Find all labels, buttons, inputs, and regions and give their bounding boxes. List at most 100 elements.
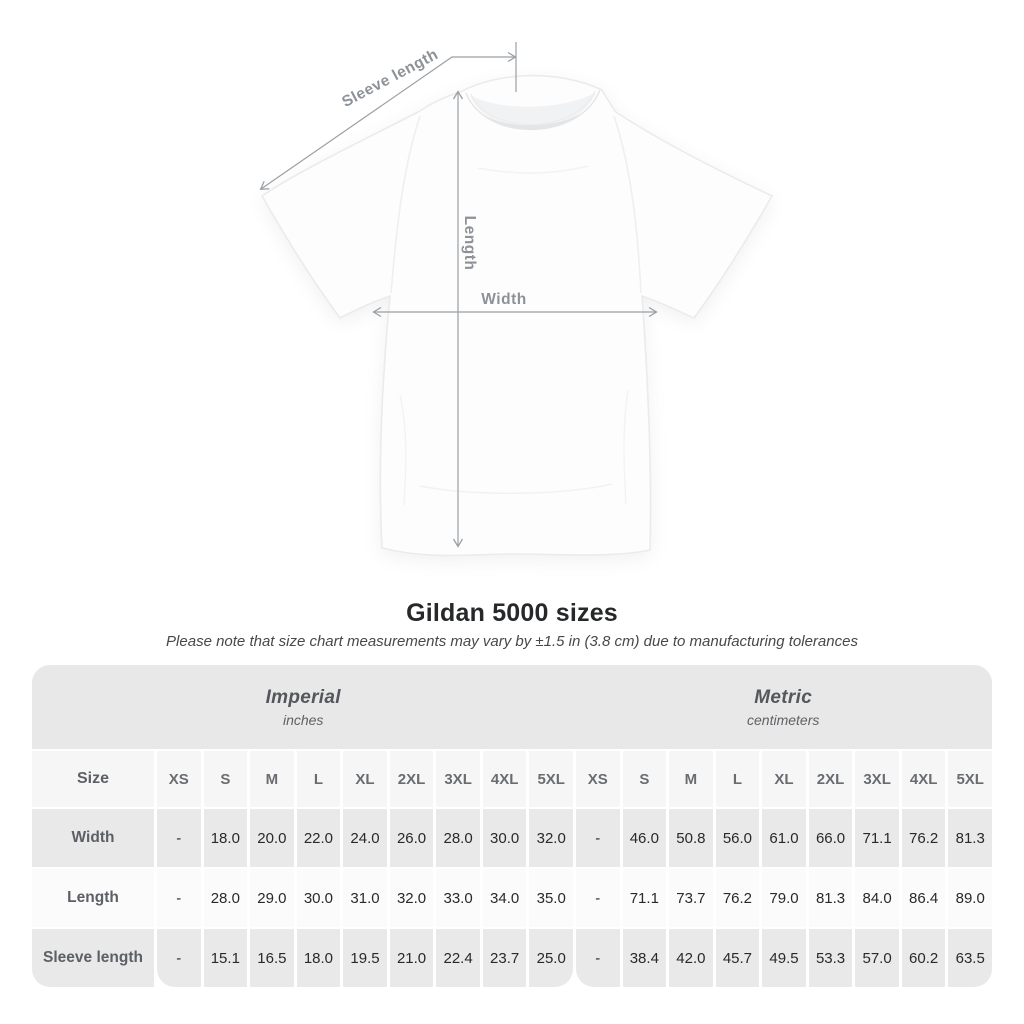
- wrinkle: [419, 483, 613, 495]
- imperial-unit-label: inches: [282, 711, 324, 728]
- size-column-header: XL: [762, 751, 806, 807]
- length-imperial-value: 35.0: [529, 869, 573, 927]
- unit-group-metric: Metric centimeters: [574, 665, 992, 749]
- size-column-header: 2XL: [389, 751, 434, 807]
- tshirt-body: [260, 74, 774, 557]
- width-metric-value: 81.3: [948, 809, 992, 867]
- length-imperial-value: 29.0: [250, 869, 294, 927]
- size-column-header: 5XL: [948, 751, 992, 807]
- sleeve-length-arrow: [259, 51, 517, 191]
- table-row-length: Length -28.0 29.0 30.0 31.0 32.0 33.0 34.0 35.0…: [32, 869, 992, 927]
- length-imperial-value: 28.0: [203, 869, 248, 927]
- size-header-cell: Size: [32, 751, 154, 807]
- size-column-header: L: [296, 751, 341, 807]
- size-column-header: 4XL: [901, 751, 946, 807]
- width-metric-value: 50.8: [669, 809, 713, 867]
- width-metric-value: 46.0: [622, 809, 667, 867]
- sleeve-imperial-value: 19.5: [343, 929, 387, 987]
- table-row-sleeve-length: Sleeve length -15.1 16.5 18.0 19.5 21.0 22.4 2…: [32, 929, 992, 987]
- width-imperial-value: 18.0: [203, 809, 248, 867]
- length-imperial-value: -: [157, 869, 201, 927]
- length-metric-value: 73.7: [669, 869, 713, 927]
- width-imperial-value: 28.0: [436, 809, 480, 867]
- width-metric-value: 56.0: [715, 809, 760, 867]
- length-metric-value: 89.0: [948, 869, 992, 927]
- size-column-header: 5XL: [529, 751, 573, 807]
- size-table: Imperial inches Metric centimeters Size …: [32, 665, 992, 987]
- length-metric-value: 71.1: [622, 869, 667, 927]
- width-imperial-value: -: [157, 809, 201, 867]
- sleeve-imperial-value: 23.7: [482, 929, 527, 987]
- width-imperial-value: 22.0: [296, 809, 341, 867]
- size-column-header: M: [250, 751, 294, 807]
- sleeve-imperial-value: -: [157, 929, 201, 987]
- length-metric-value: 84.0: [855, 869, 899, 927]
- width-imperial-value: 20.0: [250, 809, 294, 867]
- size-column-header: L: [715, 751, 760, 807]
- width-label: Width: [481, 291, 526, 308]
- unit-group-imperial: Imperial inches: [32, 665, 574, 749]
- size-header-row: Size XS S M L XL 2XL 3XL 4XL 5XL XS S M L XL 2XL 3XL 4X…: [32, 751, 992, 807]
- length-imperial-value: 32.0: [389, 869, 434, 927]
- width-imperial-value: 24.0: [343, 809, 387, 867]
- table-row-width: Width -18.0 20.0 22.0 24.0 26.0 28.0 30.0 32.0 …: [32, 809, 992, 867]
- size-column-header: 3XL: [436, 751, 480, 807]
- size-column-header: S: [203, 751, 248, 807]
- sleeve-metric-value: 60.2: [901, 929, 946, 987]
- row-label-length: Length: [32, 869, 154, 927]
- sleeve-metric-value: -: [576, 929, 620, 987]
- length-metric-value: 79.0: [762, 869, 806, 927]
- size-column-header: XL: [343, 751, 387, 807]
- sleeve-imperial-value: 21.0: [389, 929, 434, 987]
- tshirt-illustration: [260, 74, 774, 557]
- length-label: Length: [461, 216, 478, 271]
- size-column-header: M: [669, 751, 713, 807]
- sleeve-metric-value: 63.5: [948, 929, 992, 987]
- imperial-label: Imperial: [265, 686, 341, 708]
- length-metric-value: -: [576, 869, 620, 927]
- length-metric-value: 81.3: [808, 869, 853, 927]
- sleeve-imperial-value: 16.5: [250, 929, 294, 987]
- size-column-header: XS: [576, 751, 620, 807]
- width-metric-value: 71.1: [855, 809, 899, 867]
- row-label-width: Width: [32, 809, 154, 867]
- width-metric-value: 61.0: [762, 809, 806, 867]
- wrinkle: [623, 389, 629, 506]
- sleeve-metric-value: 42.0: [669, 929, 713, 987]
- wrinkle: [399, 394, 407, 506]
- measurement-arrows: [259, 42, 658, 548]
- length-metric-value: 86.4: [901, 869, 946, 927]
- tshirt-diagram-svg: Sleeve length Length Width: [259, 42, 774, 557]
- length-metric-value: 76.2: [715, 869, 760, 927]
- sleeve-metric-value: 53.3: [808, 929, 853, 987]
- page-subtitle: Please note that size chart measurements…: [166, 633, 858, 650]
- width-imperial-value: 26.0: [389, 809, 434, 867]
- length-imperial-value: 34.0: [482, 869, 527, 927]
- row-label-sleeve-length: Sleeve length: [32, 929, 154, 987]
- width-metric-value: 66.0: [808, 809, 853, 867]
- page-title: Gildan 5000 sizes: [406, 599, 618, 627]
- size-column-header: XS: [157, 751, 201, 807]
- tshirt-measurement-diagram: Sleeve length Length Width: [259, 42, 774, 557]
- sleeve-imperial-value: 18.0: [296, 929, 341, 987]
- metric-unit-label: centimeters: [747, 711, 820, 728]
- metric-label: Metric: [754, 686, 813, 708]
- width-metric-value: 76.2: [901, 809, 946, 867]
- width-metric-value: -: [576, 809, 620, 867]
- sleeve-imperial-value: 25.0: [529, 929, 573, 987]
- size-column-header: 2XL: [808, 751, 853, 807]
- width-imperial-value: 32.0: [529, 809, 573, 867]
- size-column-header: 4XL: [482, 751, 527, 807]
- right-sleeve-seam: [613, 115, 642, 294]
- length-imperial-value: 31.0: [343, 869, 387, 927]
- sleeve-imperial-value: 15.1: [203, 929, 248, 987]
- size-column-header: S: [622, 751, 667, 807]
- width-imperial-value: 30.0: [482, 809, 527, 867]
- sleeve-length-label: Sleeve length: [339, 46, 441, 111]
- sleeve-metric-value: 38.4: [622, 929, 667, 987]
- sleeve-imperial-value: 22.4: [436, 929, 480, 987]
- size-column-header: 3XL: [855, 751, 899, 807]
- caption-block: Gildan 5000 sizes Please note that size …: [0, 598, 1024, 650]
- length-imperial-value: 30.0: [296, 869, 341, 927]
